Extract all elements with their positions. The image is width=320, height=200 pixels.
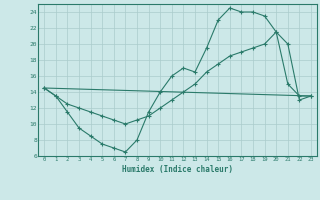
X-axis label: Humidex (Indice chaleur): Humidex (Indice chaleur) — [122, 165, 233, 174]
